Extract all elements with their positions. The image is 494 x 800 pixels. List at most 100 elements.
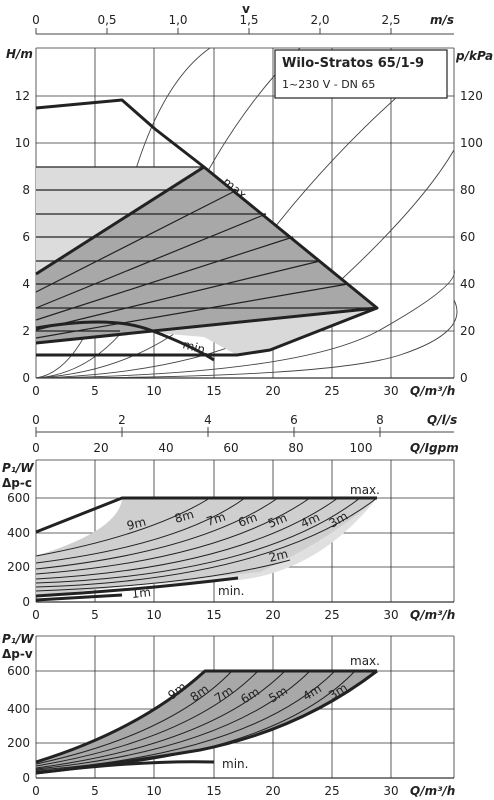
igpm-tick: 100 <box>350 441 373 455</box>
base-boundary <box>35 306 378 345</box>
dpc-max-curve <box>35 496 377 534</box>
dpc-y-label2: Δp-c <box>2 476 32 490</box>
title-box: Wilo-Stratos 65/1-9 1~230 V - DN 65 <box>274 49 448 99</box>
dpc-label-8m: 8m <box>173 507 195 526</box>
dpc-label-1m: 1m <box>131 585 152 601</box>
dpv-x-tick: 10 <box>146 784 161 798</box>
dpc-y-tick: 0 <box>22 595 30 609</box>
dpc-label-2m: 2m <box>267 547 289 565</box>
y-tick: 4 <box>22 277 30 291</box>
y-tick: 2 <box>22 324 30 338</box>
pump-spec: 1~230 V - DN 65 <box>282 78 375 91</box>
x-tick: 10 <box>146 384 161 398</box>
velocity-tick: 1,0 <box>168 13 187 27</box>
dpc-y-tick: 600 <box>7 491 30 505</box>
dpv-min-curve <box>35 760 215 775</box>
igpm-label: Q/Igpm <box>410 441 459 455</box>
velocity-tick: 0 <box>32 13 40 27</box>
dpc-label-9m: 9m <box>125 515 147 533</box>
dpc-y-label: P₁/W <box>2 461 34 475</box>
y-tick: 8 <box>22 183 30 197</box>
ls-tick: 2 <box>118 413 126 427</box>
igpm-tick: 0 <box>32 441 40 455</box>
kpa-tick: 100 <box>460 136 483 150</box>
dpv-x-label: Q/m³/h <box>410 784 455 798</box>
dpc-y-tick: 200 <box>7 560 30 574</box>
main-region <box>36 167 377 343</box>
y-tick: 0 <box>22 371 30 385</box>
kpa-axis-label: p/kPa <box>455 49 493 63</box>
dpv-x-tick: 25 <box>324 784 339 798</box>
igpm-tick: 60 <box>223 441 238 455</box>
dpc-label-6m: 6m <box>236 510 259 530</box>
min-label: min. <box>181 337 210 357</box>
dpc-x-tick: 5 <box>91 608 99 622</box>
kpa-tick: 20 <box>460 324 475 338</box>
head-boundary <box>35 98 379 362</box>
x-tick: 15 <box>206 384 221 398</box>
x-tick: 30 <box>383 384 398 398</box>
y-tick: 12 <box>15 89 30 103</box>
dpc-label-5m: 5m <box>266 511 289 531</box>
dpc-x-tick: 0 <box>32 608 40 622</box>
x-tick: 5 <box>91 384 99 398</box>
dpv-y-tick: 0 <box>22 771 30 785</box>
dpv-y-tick: 600 <box>7 664 30 678</box>
power-dpv-panel: 9m 8m 7m 6m 5m 4m 3m max. min. 0 200 400… <box>2 632 455 798</box>
flow-scales: 0 2 4 6 8 Q/l/s 0 20 40 60 80 100 Q/Igpm <box>32 413 459 455</box>
dpv-min-label: min. <box>222 757 248 771</box>
ls-tick: 6 <box>290 413 298 427</box>
dpc-x-label: Q/m³/h <box>410 608 455 622</box>
igpm-tick: 80 <box>288 441 303 455</box>
igpm-tick: 20 <box>93 441 108 455</box>
dpv-y-label: P₁/W <box>2 632 34 646</box>
pump-model: Wilo-Stratos 65/1-9 <box>282 56 424 71</box>
velocity-axis-label: v <box>242 2 250 16</box>
variable-lines <box>35 166 349 339</box>
head-panel: 0 0,5 1,0 1,5 2,0 2,5 v m/s <box>6 2 493 398</box>
x-tick: 0 <box>32 384 40 398</box>
dpv-x-tick: 30 <box>383 784 398 798</box>
y-tick: 6 <box>22 230 30 244</box>
ls-tick: 8 <box>376 413 384 427</box>
dpv-y-label2: Δp-v <box>2 647 33 661</box>
dpv-curves <box>35 670 356 772</box>
dpv-max-label: max. <box>350 654 380 668</box>
kpa-tick: 0 <box>460 371 468 385</box>
dpv-x-tick: 15 <box>206 784 221 798</box>
velocity-tick: 0,5 <box>97 13 116 27</box>
dpc-x-tick: 25 <box>324 608 339 622</box>
velocity-tick: 2,0 <box>310 13 329 27</box>
dpv-region <box>36 671 377 773</box>
dpc-y-tick: 400 <box>7 526 30 540</box>
velocity-unit: m/s <box>430 13 454 27</box>
y-tick: 10 <box>15 136 30 150</box>
dpc-label-7m: 7m <box>205 510 228 529</box>
dpv-x-tick: 0 <box>32 784 40 798</box>
x-tick: 25 <box>324 384 339 398</box>
kpa-tick: 120 <box>460 89 483 103</box>
max-curve <box>35 98 379 357</box>
head-x-label: Q/m³/h <box>410 384 455 398</box>
dpv-y-tick: 200 <box>7 736 30 750</box>
velocity-tick: 1,5 <box>239 13 258 27</box>
igpm-tick: 40 <box>158 441 173 455</box>
ls-label: Q/l/s <box>427 413 457 427</box>
dpc-1m-curve <box>35 593 123 602</box>
dpc-min-label: min. <box>218 584 244 598</box>
ls-tick: 0 <box>32 413 40 427</box>
ls-tick: 4 <box>204 413 212 427</box>
velocity-tick: 2,5 <box>381 13 400 27</box>
left-boundary <box>35 165 205 276</box>
dpv-x-tick: 5 <box>91 784 99 798</box>
dpv-x-tick: 20 <box>265 784 280 798</box>
x-tick: 20 <box>265 384 280 398</box>
kpa-tick: 40 <box>460 277 475 291</box>
dpc-x-tick: 10 <box>146 608 161 622</box>
dpc-max-label: max. <box>350 483 380 497</box>
dpc-min-curve <box>35 576 239 598</box>
dpc-x-tick: 30 <box>383 608 398 622</box>
kpa-tick: 60 <box>460 230 475 244</box>
dpc-curves <box>35 497 378 592</box>
